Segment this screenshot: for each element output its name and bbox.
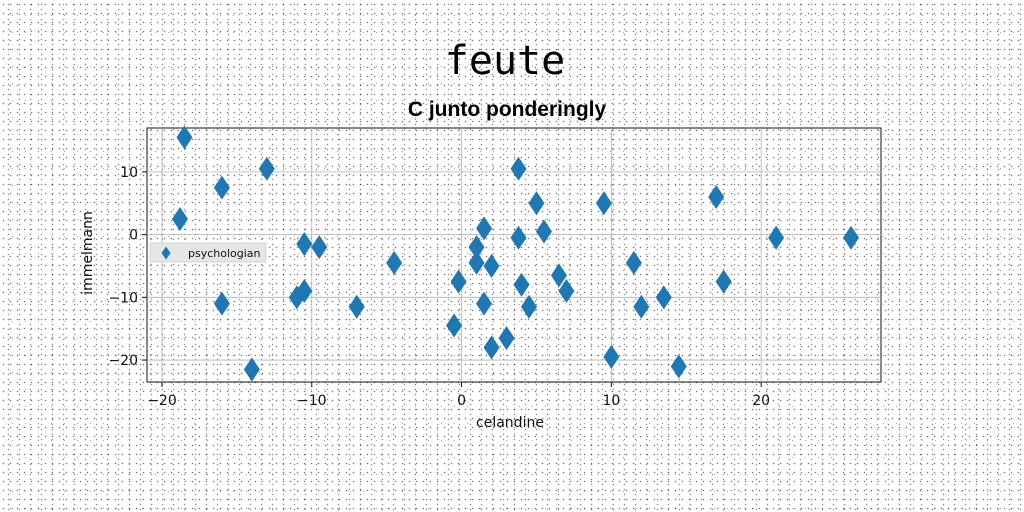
data-point <box>520 294 537 319</box>
x-tick-label: 0 <box>457 393 466 409</box>
legend-label: psychologian <box>188 247 261 260</box>
data-point <box>311 235 328 260</box>
legend-marker-icon <box>161 246 171 260</box>
data-point <box>843 225 860 250</box>
chart-title: feute <box>445 38 565 84</box>
data-point <box>213 175 230 200</box>
data-point <box>476 291 493 316</box>
data-point <box>386 250 403 275</box>
data-point <box>468 250 485 275</box>
data-point <box>483 253 500 278</box>
x-tick-label: 20 <box>752 393 770 409</box>
data-point <box>476 216 493 241</box>
data-point <box>715 269 732 294</box>
data-point <box>258 156 275 181</box>
data-point <box>513 272 530 297</box>
x-tick-label: 10 <box>602 393 620 409</box>
data-point <box>528 191 545 216</box>
legend-box <box>149 242 267 263</box>
y-tick-label: 0 <box>129 228 138 244</box>
data-point <box>595 191 612 216</box>
data-point <box>510 156 527 181</box>
data-point <box>633 294 650 319</box>
data-points <box>171 125 860 382</box>
data-point <box>446 313 463 338</box>
data-point <box>708 184 725 209</box>
y-tick-label: −20 <box>108 353 138 369</box>
data-point <box>213 291 230 316</box>
data-point <box>535 219 552 244</box>
data-point <box>670 354 687 379</box>
data-point <box>558 279 575 304</box>
data-point <box>171 206 188 231</box>
data-point <box>603 344 620 369</box>
legend: psychologian <box>149 242 267 263</box>
y-tick-label: 10 <box>120 165 138 181</box>
data-point <box>550 263 567 288</box>
data-point <box>655 285 672 310</box>
y-axis-label: immelmann <box>80 211 96 295</box>
data-point <box>296 279 313 304</box>
x-axis-label: celandine <box>476 415 544 431</box>
data-point <box>498 326 515 351</box>
y-axis-ticks: −20 −10 0 10 <box>108 165 147 369</box>
x-axis-ticks: −20 −10 0 10 20 <box>147 382 770 409</box>
plot-area <box>146 127 882 383</box>
data-point <box>243 357 260 382</box>
x-tick-label: −10 <box>297 393 327 409</box>
data-point <box>450 269 467 294</box>
x-tick-label: −20 <box>147 393 177 409</box>
data-point <box>348 294 365 319</box>
data-point <box>510 225 527 250</box>
data-point <box>768 225 785 250</box>
chart-subtitle: C junto ponderingly <box>408 98 607 121</box>
data-point <box>296 232 313 257</box>
data-point <box>468 235 485 260</box>
data-point <box>176 125 193 150</box>
data-point <box>483 335 500 360</box>
data-point <box>625 250 642 275</box>
y-tick-label: −10 <box>108 290 138 306</box>
